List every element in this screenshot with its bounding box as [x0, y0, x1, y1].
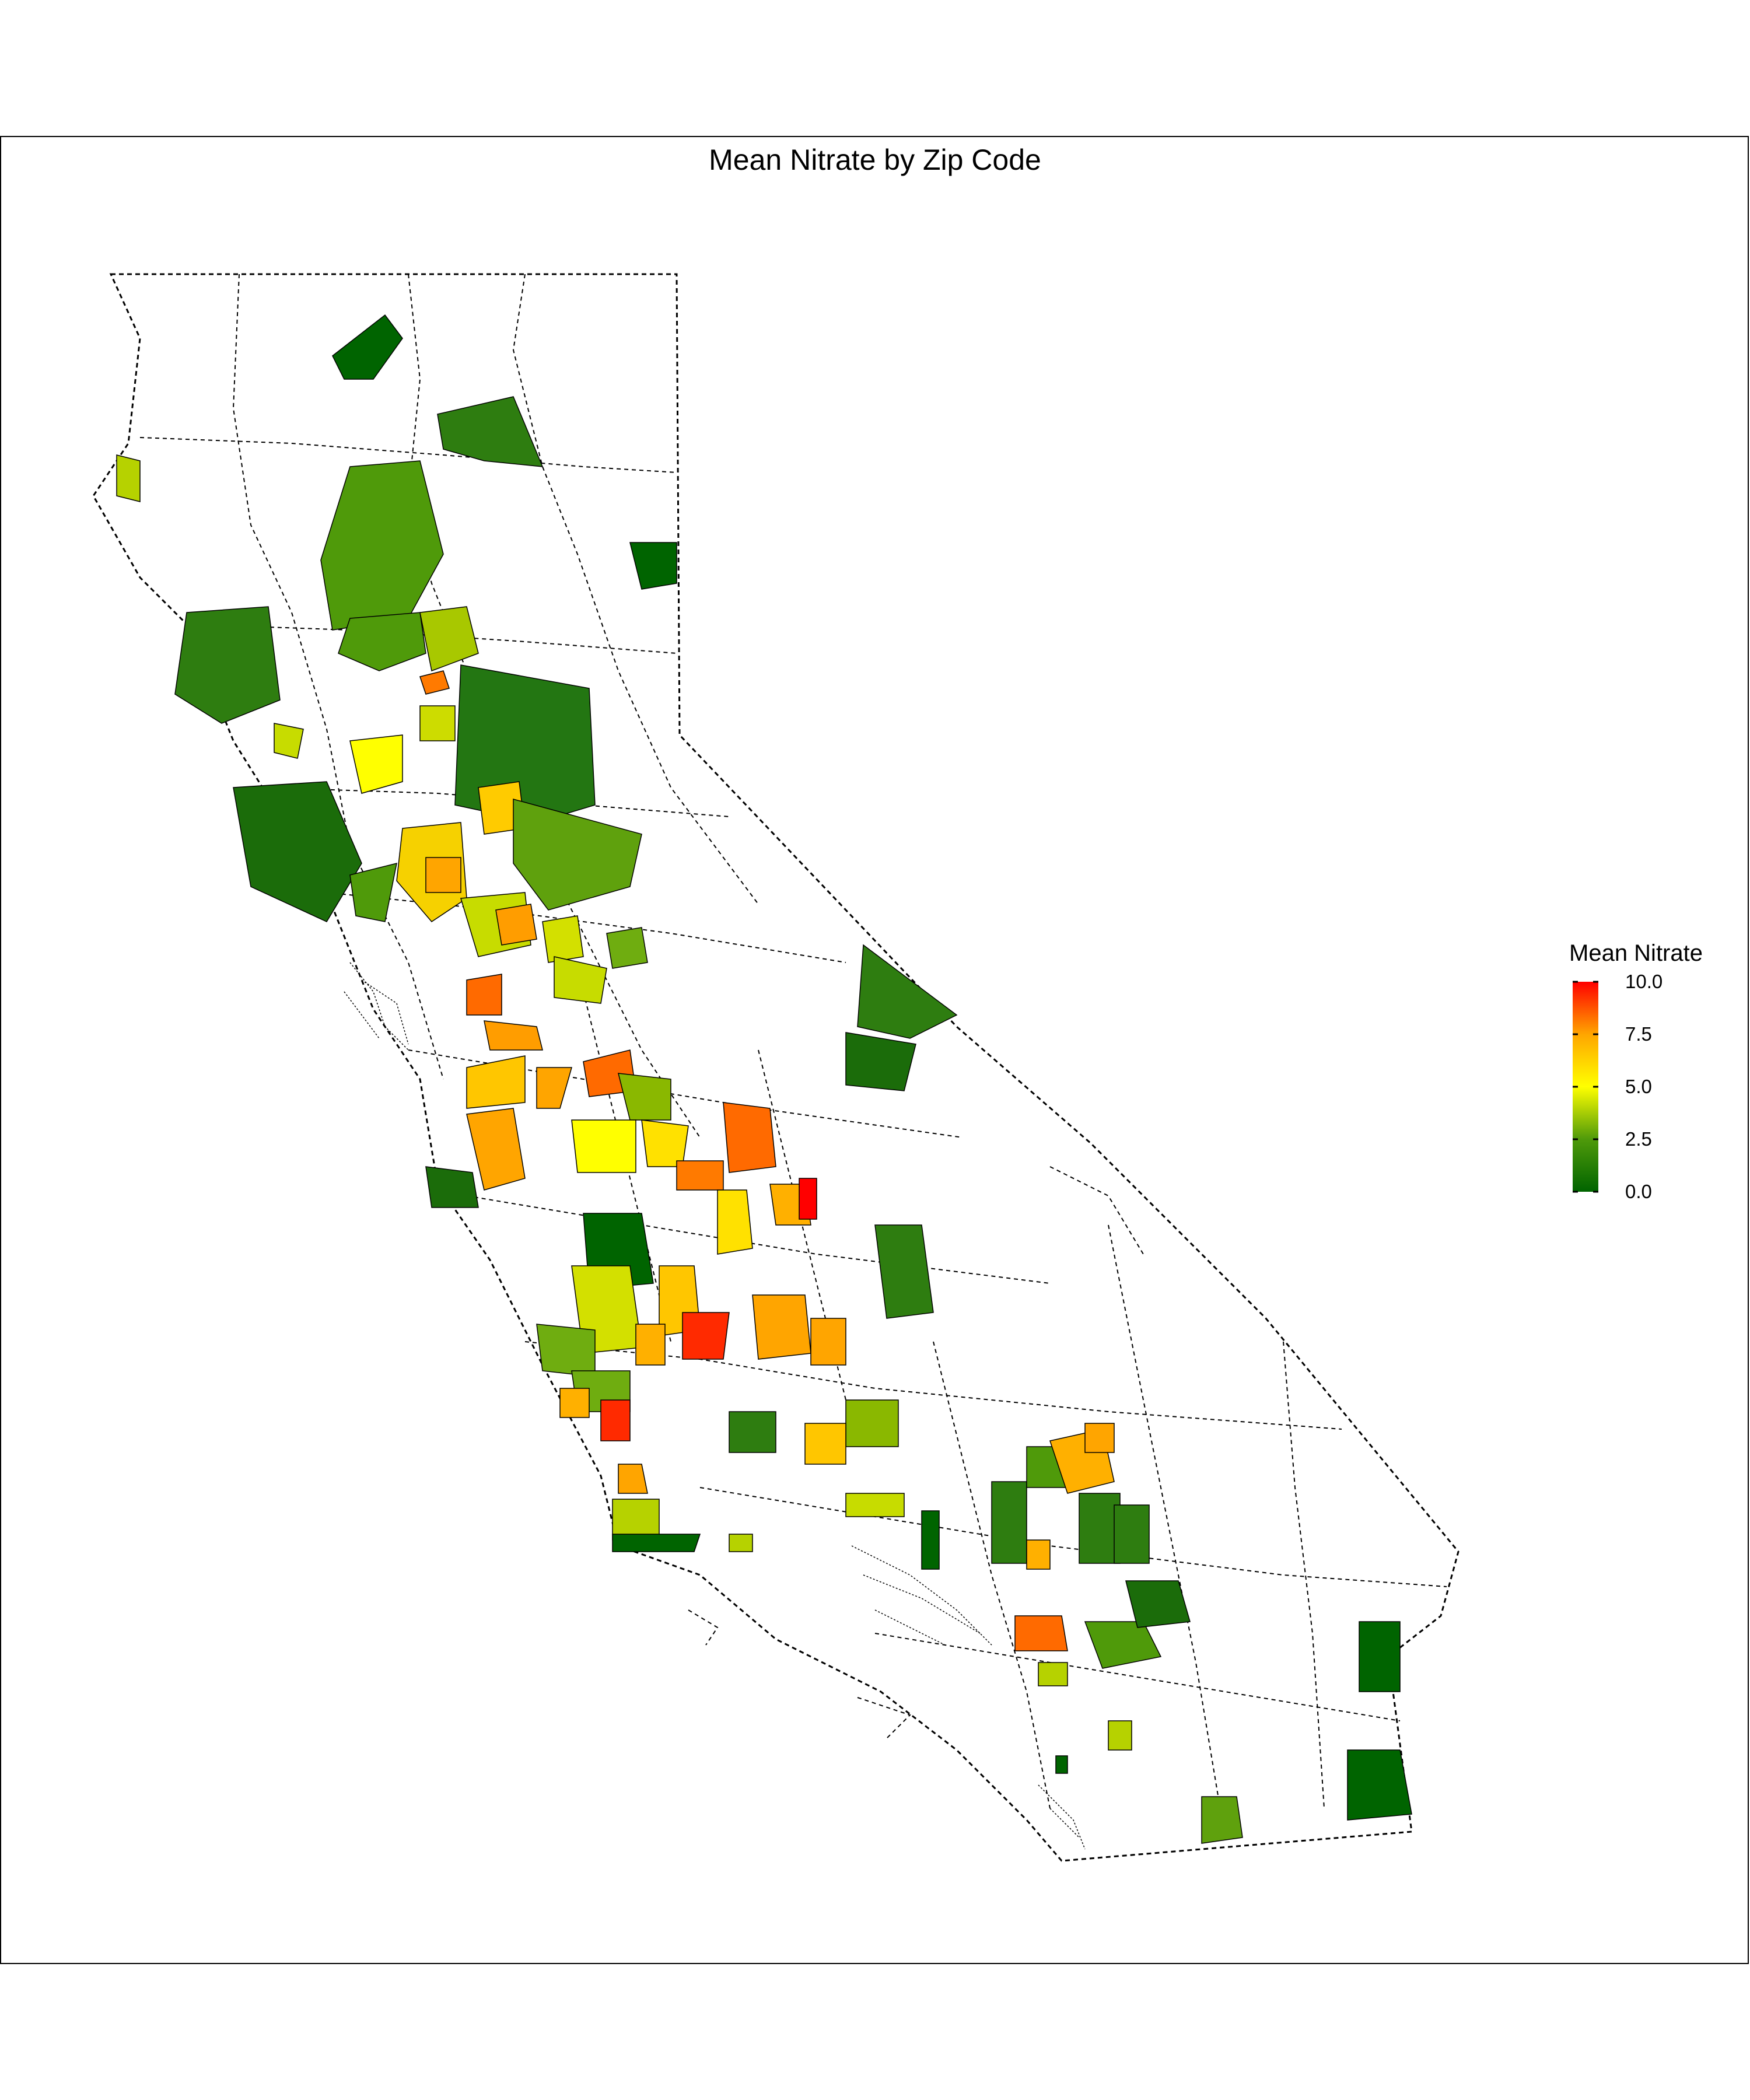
legend-tick-label: 7.5: [1625, 1023, 1652, 1045]
zip-region: [425, 1166, 479, 1208]
zip-region: [419, 606, 479, 672]
zip-region: [466, 974, 502, 1016]
plot-panel-border: [0, 136, 1749, 1964]
zip-region: [1114, 1504, 1150, 1564]
zip-region: [332, 314, 403, 380]
zip-region: [682, 1312, 730, 1360]
zip-region: [810, 1318, 846, 1366]
zip-region: [991, 1481, 1027, 1564]
zip-region: [1084, 1621, 1162, 1669]
zip-region: [542, 915, 584, 963]
zip-region: [845, 1399, 899, 1447]
zip-region: [554, 956, 607, 1004]
zip-region: [349, 734, 403, 794]
zip-region: [752, 1294, 811, 1360]
zip-region: [874, 1224, 934, 1319]
zip-region: [338, 612, 426, 671]
zip-region: [612, 1534, 701, 1552]
zip-region: [437, 396, 544, 467]
zip-region: [600, 1399, 631, 1441]
zip-region: [536, 1324, 596, 1377]
zip-region: [454, 664, 596, 823]
zip-region: [676, 1160, 724, 1191]
zip-region: [559, 1388, 590, 1418]
zip-region: [116, 454, 141, 502]
zip-region: [1201, 1796, 1243, 1844]
zip-region: [723, 1102, 776, 1173]
urban-dense-boundaries: [344, 962, 1086, 1850]
zip-region: [845, 1493, 905, 1517]
zip-boundaries: [139, 274, 1447, 1838]
zip-region: [729, 1534, 753, 1552]
zip-region: [717, 1189, 753, 1255]
legend-tick-label: 2.5: [1625, 1128, 1652, 1150]
zip-region: [320, 460, 444, 631]
zip-region: [1084, 1423, 1115, 1453]
zip-region: [1038, 1662, 1068, 1686]
zip-region: [618, 1073, 671, 1121]
state-outline: [92, 273, 1460, 1862]
zip-region: [425, 857, 461, 893]
zip-region: [349, 862, 397, 922]
zip-region: [804, 1423, 846, 1465]
legend-tick-marks: [1573, 981, 1598, 1193]
zip-region: [857, 944, 958, 1039]
zip-region: [536, 1067, 572, 1109]
legend-tick-label: 10.0: [1625, 971, 1663, 992]
zip-region: [845, 1032, 916, 1091]
zip-region: [606, 927, 648, 969]
zip-region: [233, 781, 362, 922]
zip-region: [921, 1510, 940, 1570]
zip-region: [635, 1324, 666, 1366]
zip-region: [274, 723, 304, 759]
legend-title: Mean Nitrate: [1569, 940, 1703, 966]
zip-region: [419, 670, 450, 695]
zip-region: [1055, 1755, 1068, 1774]
zip-region: [1125, 1580, 1191, 1628]
zip-region: [495, 904, 537, 946]
zip-region: [571, 1119, 636, 1173]
zip-region: [513, 799, 642, 911]
legend-tick-label: 0.0: [1625, 1181, 1652, 1202]
zip-region: [484, 1020, 543, 1051]
map-title: Mean Nitrate by Zip Code: [709, 144, 1041, 176]
zip-region: [466, 1055, 526, 1109]
zip-region: [618, 1464, 648, 1494]
zip-region: [799, 1178, 817, 1220]
zip-region: [1359, 1621, 1401, 1692]
legend: [1573, 981, 1598, 1193]
zip-region: [466, 1108, 526, 1191]
zip-region: [641, 1119, 689, 1167]
zip-region: [174, 606, 281, 724]
zip-region: [1026, 1539, 1051, 1570]
zip-region: [1014, 1615, 1068, 1651]
zip-region: [729, 1411, 776, 1453]
zip-regions: [116, 314, 1412, 1844]
zip-region: [1347, 1749, 1412, 1821]
zip-region: [419, 705, 456, 741]
legend-tick-label: 5.0: [1625, 1076, 1652, 1097]
zip-region: [629, 542, 677, 590]
zip-region: [1108, 1720, 1132, 1751]
